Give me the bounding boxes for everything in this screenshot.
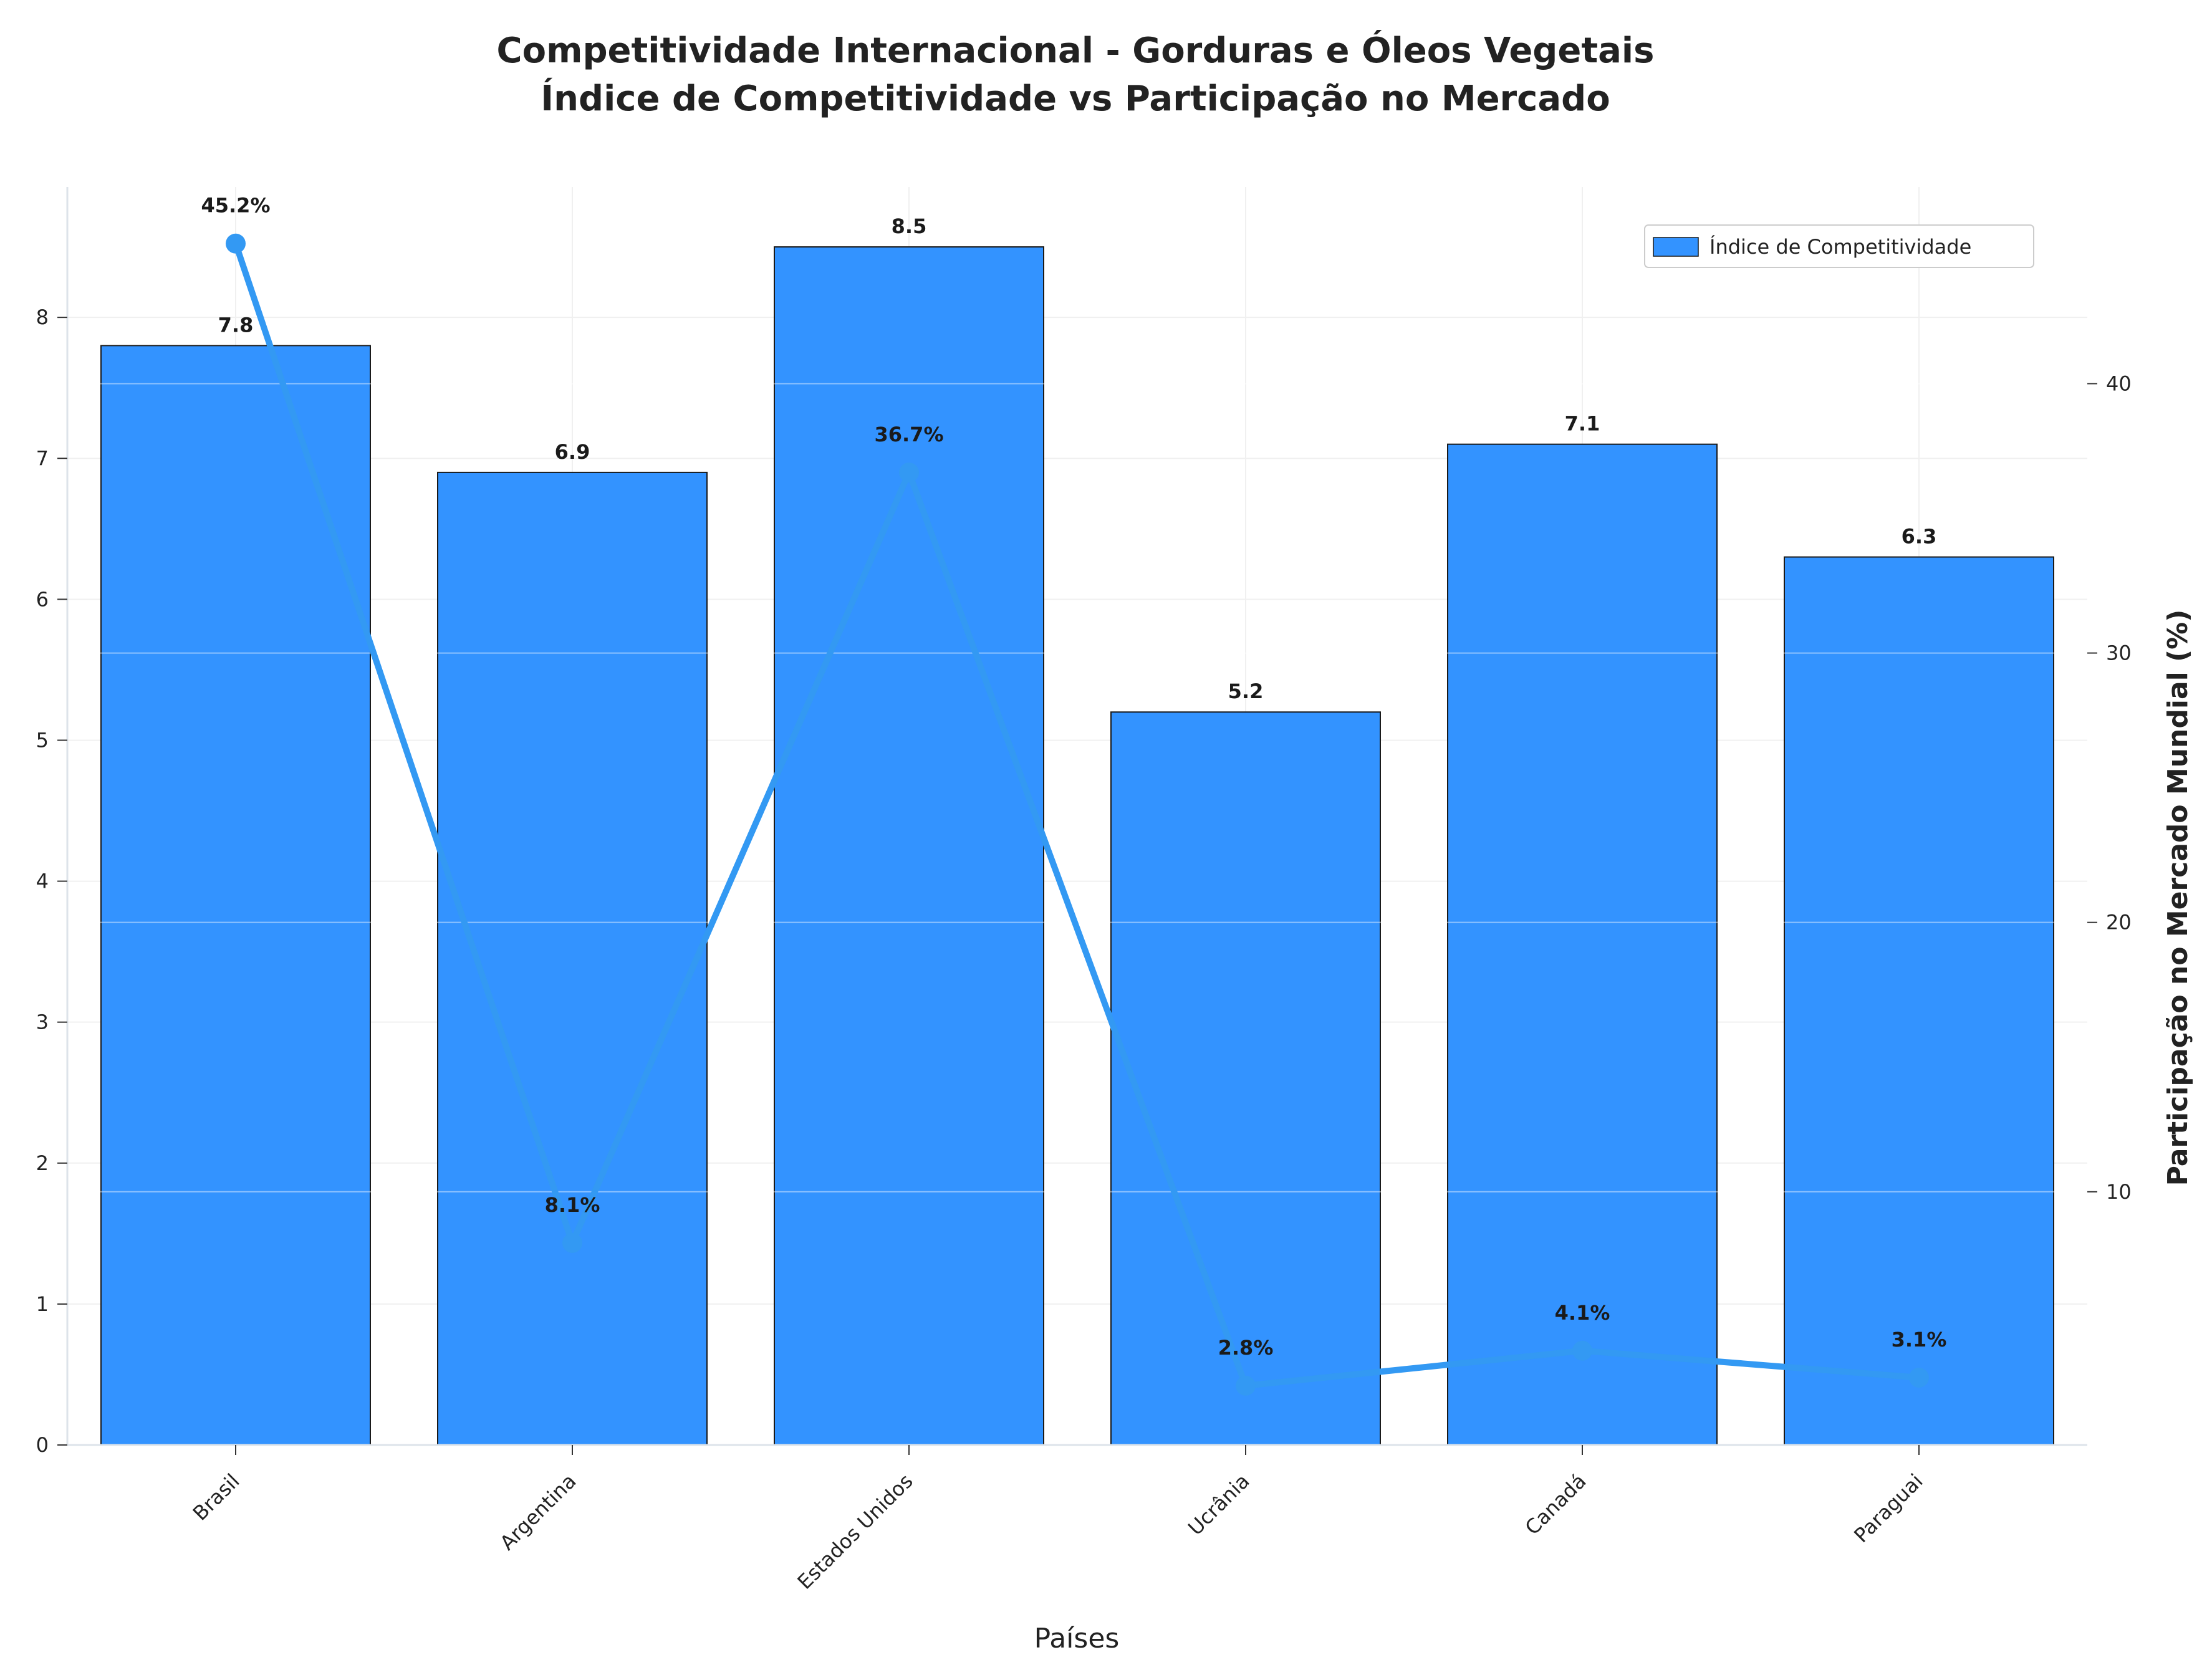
- bar: [437, 471, 708, 1446]
- bar: [100, 345, 371, 1446]
- line-series-path: [233, 240, 1922, 1389]
- bar-value-labels: 7.8 6.9 8.5 5.2 7.1 6.3: [218, 214, 1937, 703]
- bar: [1784, 556, 2054, 1446]
- line-point: [1909, 1367, 1929, 1388]
- x-axis-label: Países: [1034, 1623, 1120, 1654]
- bar-value-label: 7.1: [1565, 412, 1600, 436]
- bar-value-label: 6.9: [555, 440, 590, 464]
- left-tick-label: 6: [36, 587, 49, 611]
- line-point: [226, 233, 246, 254]
- line-value-label: 3.1%: [1892, 1328, 1947, 1351]
- line-value-label: 45.2%: [201, 194, 270, 218]
- right-tick-label: 30: [2106, 641, 2132, 665]
- legend: Índice de Competitividade: [1644, 224, 2034, 268]
- legend-swatch: [1653, 237, 1699, 257]
- left-tick-label: 2: [36, 1151, 49, 1175]
- right-tick-label: 40: [2106, 372, 2132, 395]
- bar: [1110, 711, 1381, 1446]
- bar: [774, 246, 1044, 1446]
- left-tick-label: 4: [36, 870, 49, 893]
- left-tick-label: 0: [36, 1433, 49, 1457]
- line-point: [899, 463, 919, 483]
- axes: [66, 187, 2087, 1446]
- left-tick-label: 8: [36, 305, 49, 329]
- right-y-axis-label: Participação no Mercado Mundial (%): [2162, 610, 2194, 1186]
- line-value-labels: 45.2% 8.1% 36.7% 2.8% 4.1% 3.1%: [201, 194, 1946, 1360]
- line-point: [1572, 1340, 1592, 1361]
- line-point: [1236, 1375, 1256, 1396]
- bar-value-label: 5.2: [1228, 679, 1264, 703]
- left-tick-label: 3: [36, 1010, 49, 1034]
- bar-value-label: 6.3: [1902, 525, 1937, 549]
- left-tick-label: 5: [36, 728, 49, 752]
- line-value-label: 36.7%: [874, 423, 943, 446]
- left-tick-label: 7: [36, 446, 49, 470]
- legend-box: [1644, 224, 2034, 268]
- bar: [1447, 443, 1718, 1446]
- legend-label: Índice de Competitividade: [1709, 235, 1971, 259]
- chart-title-line2: Índice de Competitividade vs Participaçã…: [541, 78, 1610, 119]
- line-value-label: 8.1%: [545, 1193, 600, 1217]
- left-tick-label: 1: [36, 1292, 49, 1316]
- line-value-label: 4.1%: [1555, 1301, 1610, 1325]
- right-tick-label: 10: [2106, 1180, 2132, 1204]
- line-value-label: 2.8%: [1218, 1336, 1274, 1360]
- line-point: [562, 1232, 582, 1253]
- right-tick-label: 20: [2106, 911, 2132, 934]
- right-axis-ticks: 10 20 30 40: [2087, 372, 2132, 1204]
- left-axis-ticks: 0 1 2 3 4 5 6 7 8: [36, 305, 67, 1457]
- line-series: [226, 233, 1929, 1396]
- bar-value-label: 8.5: [892, 214, 927, 238]
- chart-title-line1: Competitividade Internacional - Gorduras…: [497, 31, 1655, 71]
- bar-series: [100, 246, 2054, 1446]
- bar-value-label: 7.8: [218, 313, 254, 337]
